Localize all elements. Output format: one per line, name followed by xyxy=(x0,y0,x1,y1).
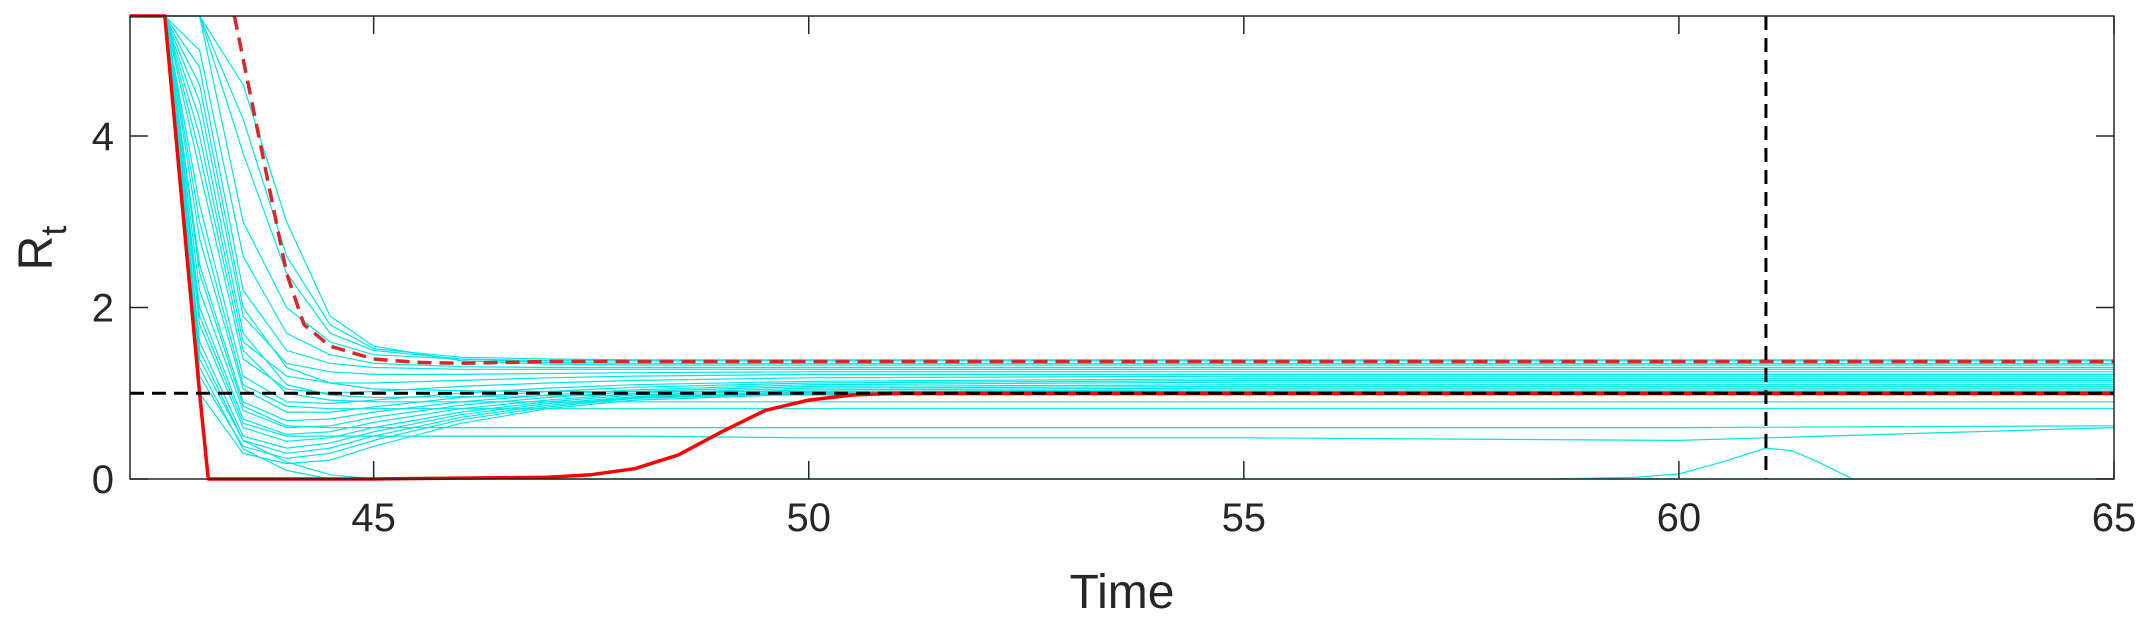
x-tick-label: 50 xyxy=(786,496,831,540)
y-axis-label-main: R xyxy=(10,236,63,271)
ensemble-line-10 xyxy=(164,15,2114,413)
y-tick-label: 2 xyxy=(92,287,114,331)
y-tick-label: 0 xyxy=(92,458,114,502)
ensemble-line-12 xyxy=(164,15,2114,429)
ensemble-line-8 xyxy=(164,15,2114,394)
ensemble-line-late xyxy=(1548,447,1854,480)
x-tick-label: 45 xyxy=(351,496,396,540)
ensemble-line-24 xyxy=(164,15,2115,429)
ensemble-line-25 xyxy=(164,15,2115,442)
x-axis-label: Time xyxy=(1070,566,1175,619)
y-axis-label-subscript: t xyxy=(33,226,74,236)
dashed-red-line xyxy=(232,15,2114,366)
ensemble-line-22 xyxy=(164,15,2114,403)
svg-text:Rt: Rt xyxy=(10,226,74,271)
ensemble-line-5 xyxy=(164,15,2114,370)
ensemble-line-6 xyxy=(164,15,2114,375)
x-tick-label: 65 xyxy=(2092,496,2137,540)
x-tick-label: 60 xyxy=(1657,496,1702,540)
plot-frame xyxy=(129,15,2115,480)
ensemble-line-7 xyxy=(164,15,2114,384)
axis-ticks: 45 50 55 60 65 0 2 4 xyxy=(92,16,2137,540)
y-axis-label: Rt xyxy=(10,226,74,271)
y-tick-label: 4 xyxy=(92,115,114,159)
ensemble-line-23 xyxy=(164,15,2114,410)
reference-lines xyxy=(130,16,2114,479)
ensemble-line-2 xyxy=(164,15,2114,364)
ensemble-line-14 xyxy=(164,15,2114,442)
ensemble-line-15 xyxy=(164,15,2114,449)
ensemble-line-20 xyxy=(164,15,2114,393)
ensemble-line-4 xyxy=(164,15,2114,369)
x-tick-label: 55 xyxy=(1222,496,1267,540)
ensemble-line-3 xyxy=(164,15,2114,366)
